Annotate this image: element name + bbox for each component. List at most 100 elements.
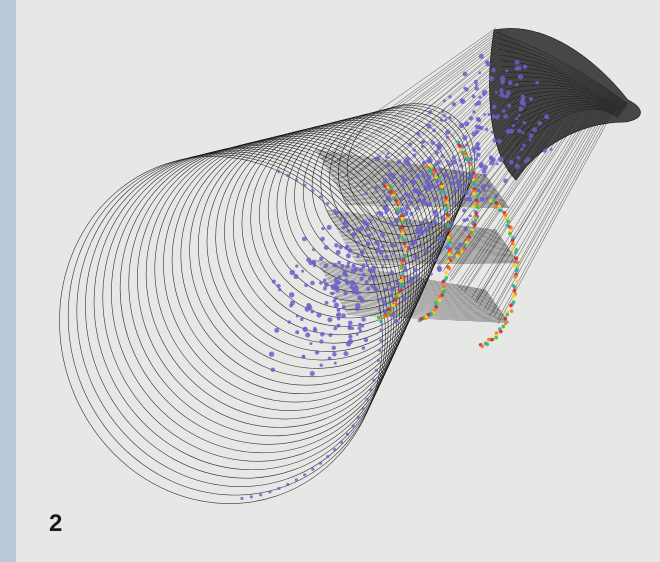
shelf-line bbox=[334, 181, 500, 195]
scatter-point bbox=[289, 292, 295, 298]
rim-point bbox=[268, 490, 272, 494]
scatter-point bbox=[505, 69, 509, 73]
scatter-point bbox=[347, 248, 353, 254]
rim-point bbox=[374, 288, 378, 292]
scatter-point bbox=[440, 197, 444, 201]
scatter-point bbox=[423, 195, 427, 199]
mesh-line bbox=[344, 38, 512, 178]
scatter-point bbox=[477, 118, 482, 123]
scatter-point bbox=[535, 80, 539, 85]
scatter-point bbox=[440, 216, 446, 221]
hot-point bbox=[494, 201, 499, 205]
scatter-point bbox=[418, 245, 422, 249]
scatter-point bbox=[418, 191, 423, 197]
rim-point bbox=[356, 241, 360, 245]
scatter-point bbox=[314, 350, 320, 355]
hot-point bbox=[513, 285, 517, 290]
shelf-line bbox=[338, 298, 503, 314]
hot-point bbox=[447, 266, 452, 271]
scatter-point bbox=[444, 118, 448, 121]
scatter-point bbox=[327, 317, 333, 323]
hot-point bbox=[391, 303, 396, 308]
scatter-point bbox=[268, 351, 275, 357]
scatter-point bbox=[459, 189, 464, 194]
scatter-point bbox=[316, 312, 322, 318]
hot-point bbox=[440, 184, 444, 189]
shelf-line bbox=[331, 287, 499, 308]
scatter-point bbox=[479, 165, 483, 169]
scatter-point bbox=[440, 154, 445, 158]
scatter-point bbox=[420, 170, 424, 175]
scatter-point bbox=[415, 173, 421, 179]
scatter-point bbox=[361, 317, 366, 322]
shelf-line bbox=[317, 152, 488, 177]
mesh-ring bbox=[76, 153, 389, 487]
shelf-line bbox=[343, 308, 508, 320]
rim-point bbox=[361, 406, 365, 411]
mesh-cone-figure bbox=[59, 27, 641, 504]
scatter-point bbox=[393, 181, 397, 185]
shelf-line bbox=[345, 244, 512, 252]
shelf-line bbox=[347, 314, 510, 324]
scatter-point bbox=[434, 213, 439, 218]
hot-point bbox=[379, 319, 383, 324]
scatter-point bbox=[465, 143, 469, 147]
scatter-point bbox=[485, 196, 489, 200]
cap-line bbox=[510, 98, 622, 118]
scatter-point bbox=[301, 269, 305, 273]
hot-point bbox=[447, 252, 452, 257]
mesh-ring bbox=[346, 103, 476, 227]
hot-point bbox=[445, 200, 450, 205]
scatter-point bbox=[462, 218, 467, 223]
hot-point bbox=[467, 162, 472, 167]
scatter-point bbox=[376, 156, 381, 161]
hot-point bbox=[512, 264, 517, 268]
cap-line bbox=[513, 105, 620, 141]
scatter-point bbox=[529, 97, 533, 101]
figure-panel: 2 bbox=[16, 0, 660, 562]
scatter-point bbox=[475, 152, 481, 158]
scatter-point bbox=[483, 113, 487, 116]
scatter-point bbox=[393, 318, 399, 324]
rim-point bbox=[378, 348, 382, 352]
hot-point bbox=[455, 254, 460, 258]
scatter-point bbox=[448, 162, 453, 167]
scatter-point bbox=[386, 152, 390, 156]
shelf-line bbox=[323, 163, 493, 184]
scatter-point bbox=[361, 263, 366, 268]
scatter-point bbox=[323, 245, 329, 251]
scatter-point bbox=[375, 247, 381, 253]
shelf-line bbox=[341, 236, 508, 247]
scatter-point bbox=[452, 170, 456, 174]
scatter-point bbox=[443, 114, 447, 118]
scatter-point bbox=[487, 184, 491, 188]
shelf-line bbox=[333, 180, 500, 194]
cap-line bbox=[504, 80, 624, 111]
hot-point bbox=[515, 260, 519, 265]
scatter-point bbox=[394, 218, 399, 223]
scatter-point bbox=[469, 214, 472, 218]
scatter-point bbox=[337, 274, 342, 279]
scatter-point bbox=[429, 272, 433, 276]
scatter-point bbox=[506, 90, 511, 96]
shelf-line bbox=[341, 237, 509, 248]
hot-point bbox=[467, 235, 472, 239]
scatter-point bbox=[309, 342, 313, 346]
hot-point bbox=[509, 226, 513, 230]
scatter-point bbox=[370, 284, 374, 288]
scatter-point bbox=[271, 279, 276, 284]
rim-point bbox=[339, 440, 343, 444]
scatter-point bbox=[492, 138, 497, 143]
hot-point bbox=[514, 269, 519, 273]
scatter-point bbox=[432, 209, 437, 215]
hot-point bbox=[465, 156, 470, 160]
scatter-point bbox=[432, 128, 436, 133]
cap-line bbox=[505, 84, 624, 111]
scatter-point bbox=[478, 53, 484, 59]
scatter-point bbox=[345, 264, 350, 269]
scatter-point bbox=[520, 147, 524, 151]
rim-point bbox=[333, 448, 337, 452]
scatter-point bbox=[479, 126, 484, 130]
mesh-ring bbox=[259, 120, 448, 310]
